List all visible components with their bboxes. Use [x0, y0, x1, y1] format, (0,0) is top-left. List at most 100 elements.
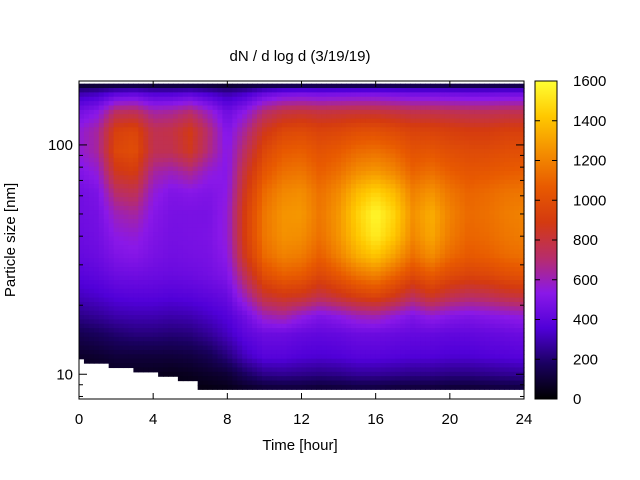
heatmap-cell [350, 205, 357, 211]
heatmap-cell [118, 232, 125, 238]
heatmap-cell [202, 288, 209, 294]
heatmap-cell [276, 315, 283, 321]
heatmap-cell [153, 306, 159, 312]
heatmap-cell [207, 179, 214, 185]
heatmap-cell [514, 253, 520, 259]
heatmap-cell [296, 192, 303, 198]
heatmap-cell [321, 127, 327, 133]
heatmap-cell [375, 280, 382, 286]
heatmap-cell [395, 236, 401, 242]
heatmap-cell [88, 157, 95, 163]
heatmap-cell [469, 101, 476, 107]
heatmap-cell [410, 197, 416, 203]
heatmap-cell [464, 127, 471, 133]
heatmap-cell [519, 301, 525, 307]
heatmap-cell [444, 284, 451, 290]
heatmap-cell [336, 275, 342, 281]
heatmap-cell [83, 188, 90, 194]
heatmap-cell [143, 210, 149, 216]
heatmap-cell [311, 131, 317, 137]
heatmap-cell [464, 253, 471, 259]
heatmap-cell [474, 258, 481, 264]
heatmap-cell [103, 253, 110, 259]
heatmap-cell [281, 101, 288, 107]
heatmap-cell [93, 140, 100, 146]
heatmap-cell [390, 306, 397, 312]
heatmap-cell [316, 105, 322, 111]
heatmap-cell [494, 179, 500, 185]
heatmap-cell [123, 249, 130, 255]
heatmap-cell [266, 275, 273, 281]
heatmap-cell [464, 157, 471, 163]
heatmap-cell [370, 144, 377, 150]
heatmap-cell [405, 284, 411, 290]
heatmap-cell [252, 306, 258, 312]
heatmap-cell [252, 262, 258, 268]
heatmap-cell [469, 280, 476, 286]
heatmap-cell [113, 92, 120, 98]
heatmap-cell [316, 258, 322, 264]
heatmap-cell [123, 166, 130, 172]
heatmap-cell [435, 201, 441, 207]
heatmap-cell [459, 192, 466, 198]
heatmap-cell [163, 293, 169, 299]
heatmap-cell [113, 315, 120, 321]
heatmap-cell [336, 170, 342, 176]
heatmap-cell [326, 101, 332, 107]
heatmap-cell [385, 205, 392, 211]
heatmap-cell [321, 236, 327, 242]
heatmap-cell [350, 271, 357, 277]
heatmap-cell [232, 223, 238, 229]
heatmap-cell [143, 157, 149, 163]
heatmap-cell [499, 258, 505, 264]
heatmap-cell [514, 136, 520, 142]
heatmap-cell [79, 109, 85, 115]
heatmap-cell [444, 271, 451, 277]
heatmap-cell [103, 118, 110, 124]
heatmap-cell [143, 144, 149, 150]
heatmap-cell [217, 83, 223, 89]
heatmap-cell [410, 315, 416, 321]
heatmap-cell [266, 249, 273, 255]
heatmap-cell [469, 227, 476, 233]
heatmap-cell [113, 223, 120, 229]
heatmap-cell [222, 258, 228, 264]
heatmap-cell [400, 301, 406, 307]
heatmap-cell [128, 188, 134, 194]
heatmap-cell [182, 127, 189, 133]
heatmap-cell [182, 109, 189, 115]
heatmap-cell [454, 175, 461, 181]
heatmap-cell [504, 114, 510, 120]
heatmap-cell [257, 175, 263, 181]
heatmap-cell [444, 144, 451, 150]
heatmap-cell [261, 92, 268, 98]
heatmap-cell [212, 136, 219, 142]
heatmap-cell [207, 157, 214, 163]
heatmap-cell [242, 271, 248, 277]
heatmap-cell [499, 192, 505, 198]
heatmap-cell [321, 232, 327, 238]
heatmap-cell [133, 127, 139, 133]
heatmap-cell [153, 227, 159, 233]
heatmap-cell [271, 114, 278, 120]
heatmap-cell [276, 127, 283, 133]
heatmap-cell [207, 249, 214, 255]
heatmap-cell [346, 184, 352, 190]
heatmap-cell [133, 114, 139, 120]
heatmap-cell [296, 253, 303, 259]
heatmap-cell [350, 92, 357, 98]
heatmap-cell [439, 253, 446, 259]
heatmap-cell [261, 109, 268, 115]
heatmap-cell [435, 166, 441, 172]
heatmap-cell [449, 267, 456, 272]
heatmap-cell [172, 136, 179, 142]
heatmap-cell [469, 184, 476, 190]
heatmap-cell [168, 127, 174, 133]
heatmap-cell [118, 88, 125, 93]
heatmap-cell [158, 197, 164, 203]
heatmap-cell [400, 306, 406, 312]
heatmap-cell [291, 315, 298, 321]
heatmap-cell [266, 306, 273, 312]
heatmap-cell [192, 253, 199, 259]
heatmap-cell [435, 297, 441, 303]
